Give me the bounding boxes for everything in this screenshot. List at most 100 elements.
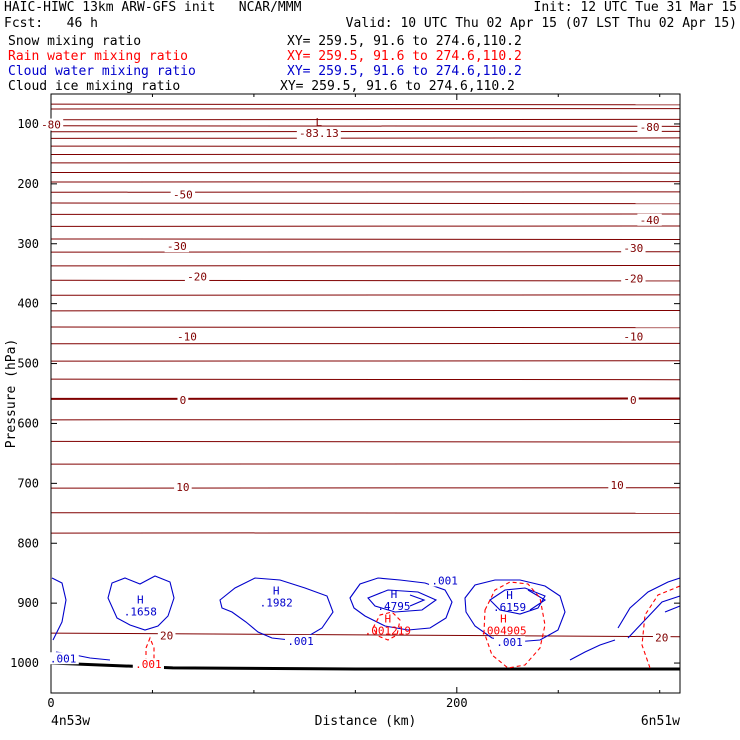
cloud-water-max-value: .4795 [377, 600, 410, 613]
isotherm-label-bg [38, 118, 64, 131]
isotherm-label-bg [174, 480, 192, 493]
cloud-water-contour [464, 579, 566, 643]
temperature-min-value: -83.13 [299, 127, 339, 140]
isotherm-label: 10 [610, 479, 623, 492]
rain-water-contour-label-bg [132, 658, 164, 671]
x-tick-label: 200 [446, 696, 468, 710]
cloud-water-contour [107, 575, 175, 631]
y-tick-label: 400 [17, 297, 39, 311]
cloud-water-contour [219, 577, 334, 641]
field-cloudice-name: Cloud ice mixing ratio [8, 79, 181, 94]
y-tick-label: 500 [17, 357, 39, 371]
cloud-water-contour-label: .001 [50, 652, 77, 665]
y-tick-label: 200 [17, 177, 39, 191]
field-cloudice-xy: XY= 259.5, 91.6 to 274.6,110.2 [280, 79, 515, 94]
field-snow-xy: XY= 259.5, 91.6 to 274.6,110.2 [287, 34, 522, 49]
cloud-water-max-symbol: H [273, 585, 280, 598]
isotherm-label-bg [652, 631, 671, 644]
right-endpoint-label: 6n51w [641, 714, 680, 729]
isotherm-label: -40 [640, 214, 660, 227]
field-rain-xy: XY= 259.5, 91.6 to 274.6,110.2 [287, 49, 522, 64]
init-time: Init: 12 UTC Tue 31 Mar 15 [533, 0, 738, 15]
field-rain-name: Rain water mixing ratio [8, 49, 189, 64]
y-tick-label: 600 [17, 416, 39, 430]
isotherm-line [50, 632, 681, 638]
cloud-water-max-value: .6159 [493, 601, 526, 614]
terrain-line [50, 661, 680, 671]
rain-water-contour-label: .001 [135, 658, 162, 671]
temperature-min-symbol: L [316, 116, 323, 129]
cloud-water-contour-label: .001 [496, 636, 523, 649]
rain-water-max-value: .001219 [365, 625, 411, 638]
rain-water-max-symbol: H [385, 613, 392, 626]
cloud-water-max-symbol: H [506, 589, 513, 602]
rain-water-max-symbol: H [500, 613, 507, 626]
field-cloudwater-name: Cloud water mixing ratio [8, 64, 196, 79]
isotherm-label: -10 [177, 331, 197, 344]
y-tick-label: 800 [17, 536, 39, 550]
isotherm-label: -80 [640, 121, 660, 134]
cloud-water-contour [664, 605, 681, 613]
isotherm-label: 20 [655, 631, 668, 644]
isotherm-label: -30 [623, 242, 643, 255]
isotherm-label: -80 [41, 119, 61, 132]
isotherm-line [50, 512, 681, 514]
forecast-hour: Fcst: 46 h [4, 16, 98, 31]
field-cloudwater-xy: XY= 259.5, 91.6 to 274.6,110.2 [287, 64, 522, 79]
isotherm-label-bg [170, 188, 196, 201]
isotherm-label: 0 [630, 394, 637, 407]
rain-water-contour [483, 581, 546, 669]
cloud-water-max-symbol: H [137, 594, 144, 607]
isotherm-label: 20 [160, 629, 173, 642]
isotherm-line [50, 202, 681, 205]
y-tick-label: 100 [17, 117, 39, 131]
isotherm-label-bg [621, 272, 646, 285]
isotherm-label-bg [627, 394, 639, 407]
rain-water-contours [145, 581, 681, 669]
rain-water-contour [145, 636, 155, 662]
isotherm-line [50, 279, 681, 282]
cloud-water-contour [617, 577, 681, 629]
cloud-water-contour [367, 589, 438, 613]
isotherm-label-bg [174, 330, 200, 343]
field-snow-name: Snow mixing ratio [8, 34, 142, 49]
isotherm-label-bg [157, 629, 176, 642]
x-tick-label: 0 [47, 696, 54, 710]
cloud-water-max-value: .1658 [124, 606, 157, 619]
rain-water-contour [372, 611, 401, 641]
isotherm-label-bg [184, 270, 210, 283]
isotherm-label: -30 [167, 240, 187, 253]
x-axis-label: Distance (km) [315, 714, 417, 729]
y-tick-label: 900 [17, 596, 39, 610]
cloud-water-contour-label: .001 [287, 635, 314, 648]
isotherm-label: -20 [623, 272, 643, 285]
cloud-water-contours [51, 575, 681, 661]
rain-water-contour [641, 585, 681, 669]
isotherm-label: -20 [187, 271, 207, 284]
cloud-water-contour-label-bg [47, 652, 79, 665]
cloud-water-contour-label-bg [429, 574, 461, 587]
cloud-water-contour [569, 639, 616, 661]
rain-water-max-value: .004905 [480, 625, 526, 638]
temperature-min-bg [296, 127, 341, 139]
isotherm-line [50, 238, 681, 241]
valid-time: Valid: 10 UTC Thu 02 Apr 15 (07 LST Thu … [345, 16, 737, 31]
cloud-water-contour [627, 595, 681, 639]
isotherm-label-bg [164, 240, 189, 253]
y-tick-label: 700 [17, 476, 39, 490]
cloud-water-contour-label-bg [284, 634, 317, 647]
y-tick-label: 1000 [10, 656, 39, 670]
cloud-water-contour-label-bg [493, 636, 526, 649]
isotherm-label-bg [608, 479, 626, 492]
left-endpoint-label: 4n53w [51, 714, 90, 729]
isotherm-label-bg [621, 330, 646, 343]
isotherm-label-bg [177, 394, 189, 407]
isotherm-label-bg [637, 213, 662, 226]
figure-title: HAIC-HIWC 13km ARW-GFS init NCAR/MMM [4, 0, 302, 15]
cloud-water-contour [527, 589, 547, 611]
isotherm-line [50, 378, 681, 381]
isotherm-label: -50 [173, 189, 193, 202]
